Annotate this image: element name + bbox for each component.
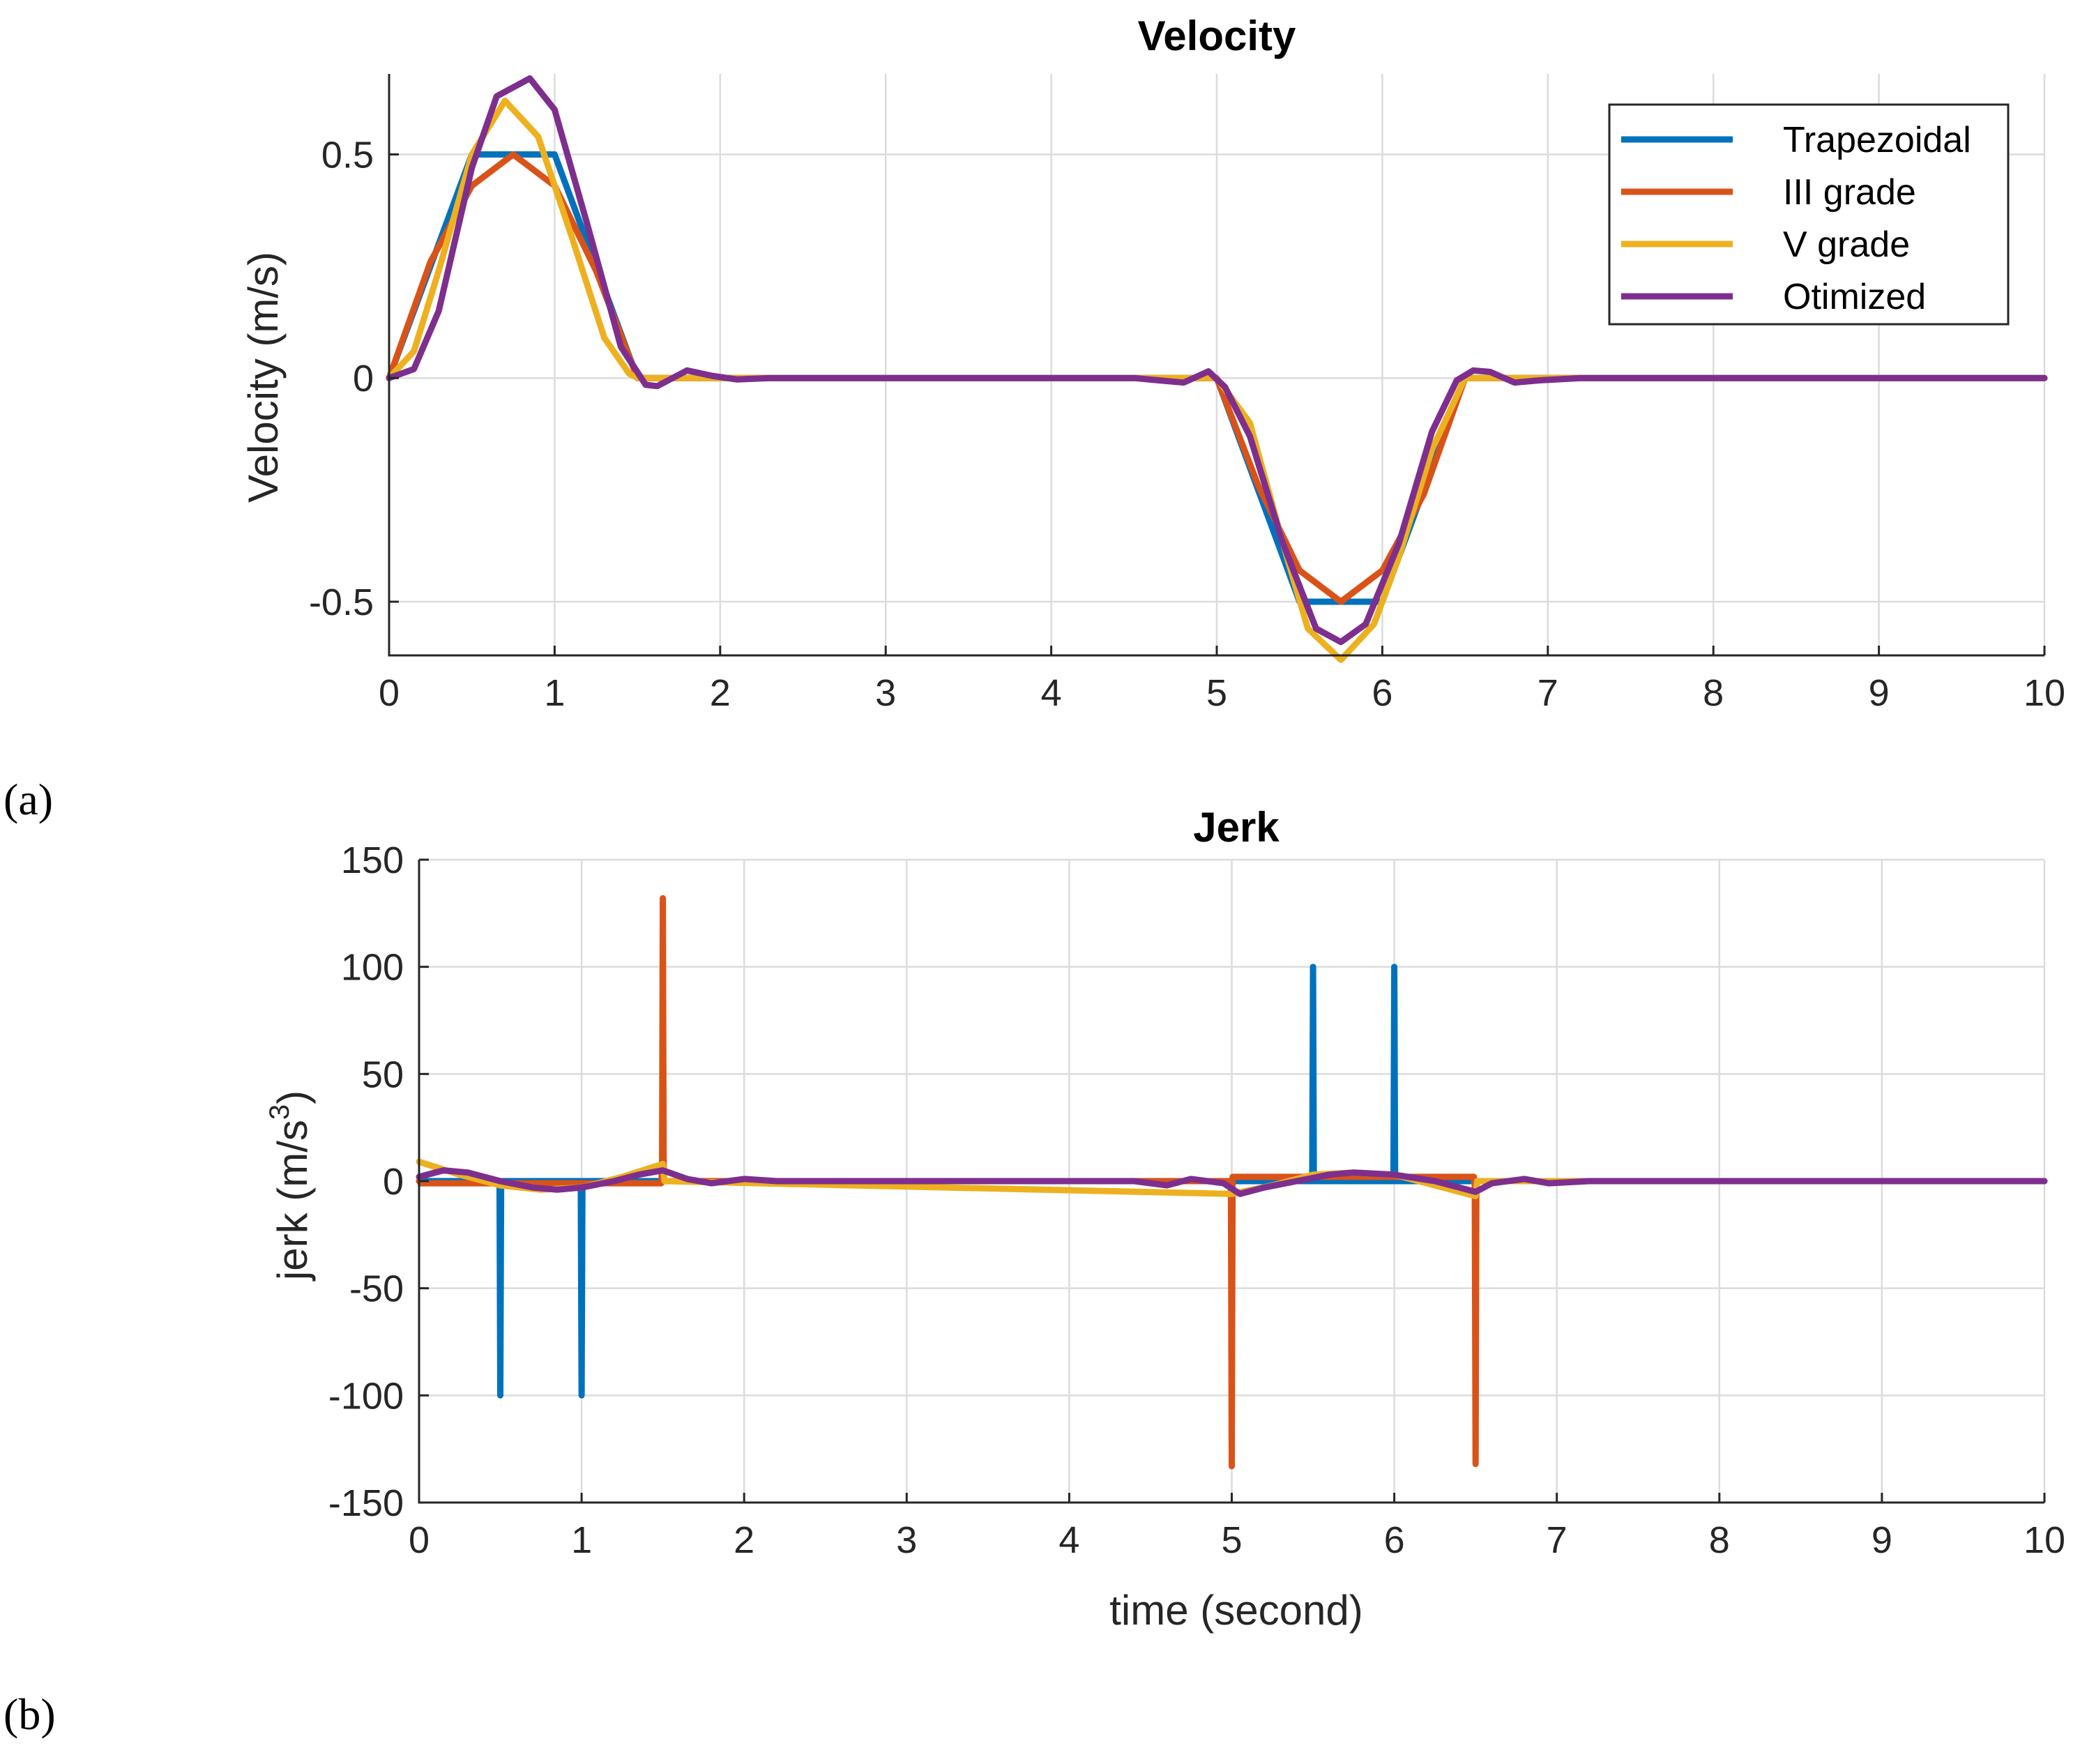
jerk-y-tick-label: 100 [341, 947, 404, 989]
velocity-y-tick-label: -0.5 [309, 581, 374, 623]
jerk-x-tick-label: 0 [409, 1519, 430, 1561]
velocity-x-tick-label: 3 [875, 672, 896, 714]
velocity-y-tick-label: 0.5 [321, 134, 374, 176]
jerk-y-tick-label: 150 [341, 839, 404, 881]
velocity-x-tick-label: 1 [544, 672, 565, 714]
jerk-y-tick-label: -150 [328, 1482, 404, 1524]
jerk-x-tick-label: 5 [1221, 1519, 1242, 1561]
velocity-x-tick-label: 9 [1869, 672, 1890, 714]
velocity-x-tick-label: 4 [1041, 672, 1062, 714]
velocity-title: Velocity [1138, 13, 1296, 59]
jerk-x-tick-label: 3 [896, 1519, 917, 1561]
jerk-x-tick-label: 6 [1384, 1519, 1405, 1561]
velocity-x-tick-label: 5 [1206, 672, 1227, 714]
velocity-tick-labels: 0 1 2 3 4 5 6 7 8 9 10 -0.5 0 0.5 [309, 134, 2065, 714]
legend-label-iii-grade: III grade [1783, 172, 1916, 213]
legend: Trapezoidal III grade V grade Otimized [1608, 103, 2010, 326]
jerk-series [416, 895, 2048, 1470]
panel-label-b: (b) [3, 1689, 56, 1739]
jerk-y-tick-label: -100 [328, 1375, 404, 1417]
jerk-title: Jerk [1193, 804, 1280, 851]
velocity-x-tick-label: 7 [1538, 672, 1558, 714]
jerk-axes [418, 858, 2046, 1504]
jerk-y-tick-label: 0 [383, 1161, 404, 1203]
jerk-tick-labels: 0 1 2 3 4 5 6 7 8 9 10 -150 -100 -50 0 50 100 150 [328, 839, 2065, 1561]
jerk-y-tick-label: -50 [349, 1268, 404, 1310]
velocity-y-tick-label: 0 [353, 358, 374, 400]
velocity-series-otimized [386, 75, 2048, 646]
legend-label-v-grade: V grade [1783, 225, 1910, 265]
panel-label-a: (a) [3, 775, 53, 824]
jerk-chart: 0 1 2 3 4 5 6 7 8 9 10 -150 -100 -50 0 50 100 150 Jerk je… [264, 804, 2065, 1634]
velocity-x-tick-label: 6 [1372, 672, 1392, 714]
jerk-x-tick-label: 2 [734, 1519, 754, 1561]
velocity-x-tick-label: 0 [379, 672, 400, 714]
legend-label-otimized: Otimized [1783, 277, 1926, 317]
jerk-series-otimized [416, 1167, 2048, 1197]
jerk-y-label-exponent: 3 [264, 1104, 295, 1120]
jerk-x-label: time (second) [1109, 1587, 1362, 1634]
velocity-series [386, 75, 2048, 663]
velocity-axes [388, 74, 2046, 657]
jerk-y-label-main: jerk (m/s [269, 1120, 316, 1282]
jerk-x-tick-label: 8 [1709, 1519, 1730, 1561]
jerk-y-label: jerk (m/s3) [264, 1090, 316, 1282]
jerk-y-label-close: ) [269, 1090, 316, 1104]
velocity-y-label: Velocity (m/s) [240, 252, 287, 503]
jerk-y-tick-label: 50 [362, 1054, 404, 1095]
jerk-x-tick-label: 9 [1872, 1519, 1892, 1561]
velocity-x-tick-label: 10 [2024, 672, 2065, 714]
jerk-x-tick-label: 1 [571, 1519, 592, 1561]
velocity-x-tick-label: 8 [1703, 672, 1724, 714]
legend-label-trapezoidal: Trapezoidal [1783, 120, 1971, 160]
jerk-x-tick-label: 7 [1547, 1519, 1567, 1561]
velocity-chart: 0 1 2 3 4 5 6 7 8 9 10 -0.5 0 0.5 Velocity Velocity (… [240, 13, 2065, 714]
jerk-x-tick-label: 4 [1058, 1519, 1079, 1561]
jerk-x-tick-label: 10 [2024, 1519, 2065, 1561]
velocity-x-tick-label: 2 [710, 672, 731, 714]
